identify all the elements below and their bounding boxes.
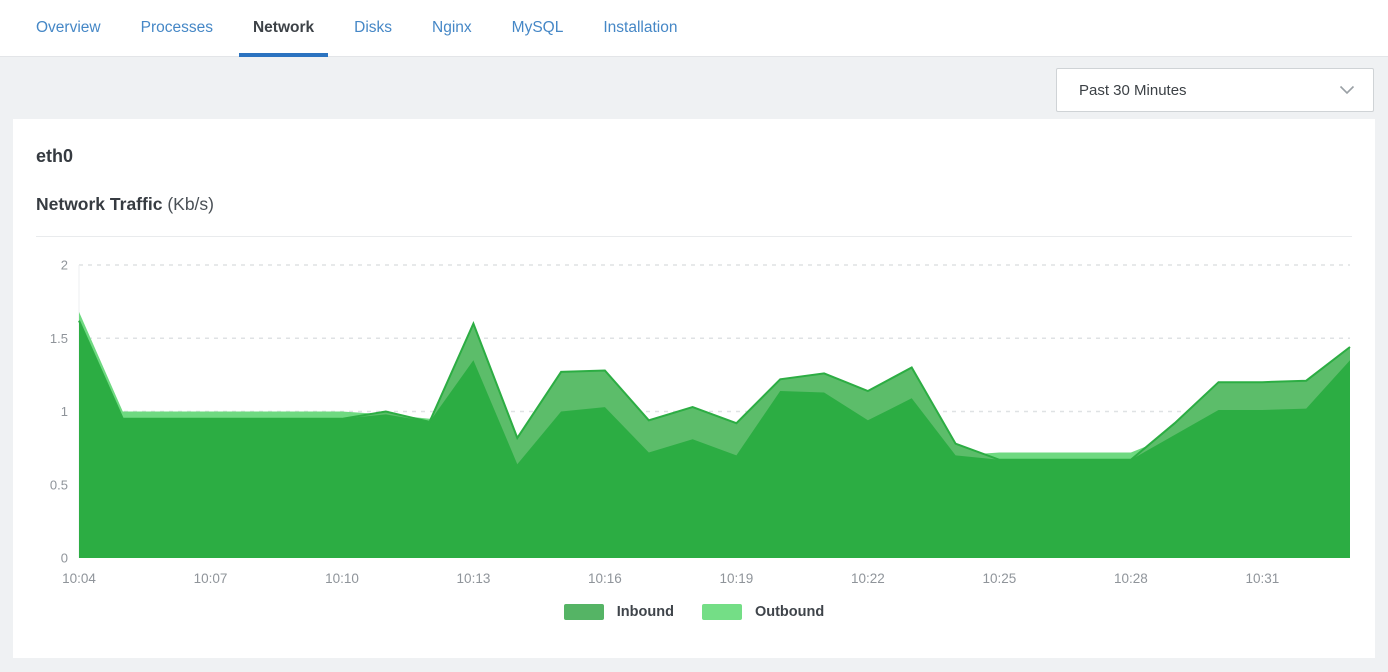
network-traffic-chart: 0 0.5 1 1.5 2 10:04 10:07 10:10 10:13 10:16 10:19 1…: [50, 258, 1351, 586]
svg-text:10:31: 10:31: [1245, 571, 1279, 586]
tab-network[interactable]: Network: [238, 0, 329, 57]
tab-nginx[interactable]: Nginx: [432, 19, 472, 36]
inbound-legend-swatch: [563, 604, 604, 620]
tab-overview[interactable]: Overview: [36, 19, 101, 36]
svg-text:10:16: 10:16: [588, 571, 622, 586]
svg-text:10:28: 10:28: [1114, 571, 1148, 586]
svg-text:10:22: 10:22: [851, 571, 885, 586]
outbound-legend-label: Outbound: [754, 604, 825, 620]
svg-text:10:25: 10:25: [982, 571, 1016, 586]
svg-text:10:13: 10:13: [457, 571, 491, 586]
tab-bar: Overview Processes Network Disks Nginx M…: [0, 0, 1388, 57]
legend-item-inbound: Inbound: [563, 604, 674, 620]
time-range-select[interactable]: Past 30 Minutes: [1056, 68, 1374, 112]
svg-text:0: 0: [61, 551, 68, 566]
chart-title: Network Traffic (Kb/s): [36, 194, 214, 215]
chart-title-unit: (Kb/s): [167, 194, 214, 214]
svg-text:0.5: 0.5: [50, 477, 68, 492]
chart-title-text: Network Traffic: [36, 194, 163, 214]
interface-title: eth0: [36, 146, 74, 166]
svg-text:10:19: 10:19: [720, 571, 754, 586]
chevron-down-icon: [1339, 85, 1355, 95]
tab-processes[interactable]: Processes: [140, 19, 213, 36]
time-range-value: Past 30 Minutes: [1079, 81, 1187, 99]
title-divider: [36, 236, 1352, 237]
svg-text:1.5: 1.5: [50, 331, 68, 346]
legend-item-outbound: Outbound: [701, 604, 825, 620]
tab-disks[interactable]: Disks: [354, 19, 393, 36]
svg-text:10:04: 10:04: [62, 571, 96, 586]
tab-mysql[interactable]: MySQL: [511, 19, 564, 36]
inbound-legend-label: Inbound: [616, 604, 674, 620]
outbound-legend-swatch: [701, 604, 742, 620]
svg-text:10:10: 10:10: [325, 571, 359, 586]
chart-legend: Inbound Outbound: [13, 604, 1375, 620]
toolbar: Past 30 Minutes: [0, 57, 1388, 119]
svg-text:10:07: 10:07: [194, 571, 228, 586]
tab-installation[interactable]: Installation: [603, 19, 678, 36]
svg-text:1: 1: [61, 404, 68, 419]
network-card: eth0 Network Traffic (Kb/s) 0 0.5 1 1.5 2 10:…: [13, 119, 1375, 658]
svg-text:2: 2: [61, 258, 68, 273]
